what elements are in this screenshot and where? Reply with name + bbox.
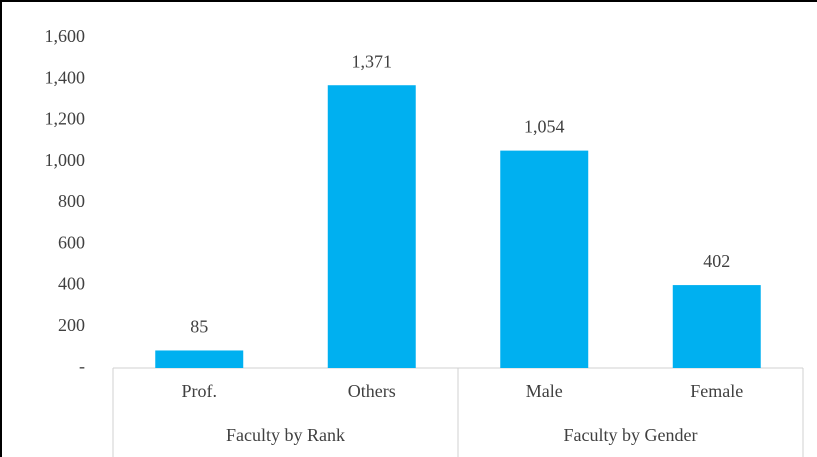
- group-label: Faculty by Rank: [226, 425, 345, 445]
- x-tick-label: Female: [690, 381, 743, 401]
- bar: [500, 150, 589, 368]
- bar: [155, 350, 244, 368]
- y-tick-label: 200: [58, 315, 85, 335]
- data-label: 1,371: [352, 51, 393, 71]
- data-label: 85: [190, 317, 208, 337]
- x-tick-label: Male: [526, 381, 563, 401]
- y-tick-label: 400: [58, 274, 85, 294]
- group-label: Faculty by Gender: [564, 425, 698, 445]
- y-tick-label: 1,600: [45, 26, 86, 46]
- data-label: 402: [703, 251, 730, 271]
- y-tick-label: 1,000: [45, 150, 86, 170]
- y-tick-label: 800: [58, 191, 85, 211]
- y-tick-label: -: [79, 356, 85, 376]
- y-tick-label: 1,400: [45, 67, 86, 87]
- bar: [672, 285, 761, 368]
- x-tick-label: Others: [348, 381, 396, 401]
- data-label: 1,054: [524, 117, 565, 137]
- y-tick-label: 1,200: [45, 109, 86, 129]
- y-tick-label: 600: [58, 232, 85, 252]
- x-tick-label: Prof.: [182, 381, 218, 401]
- bar: [327, 85, 416, 368]
